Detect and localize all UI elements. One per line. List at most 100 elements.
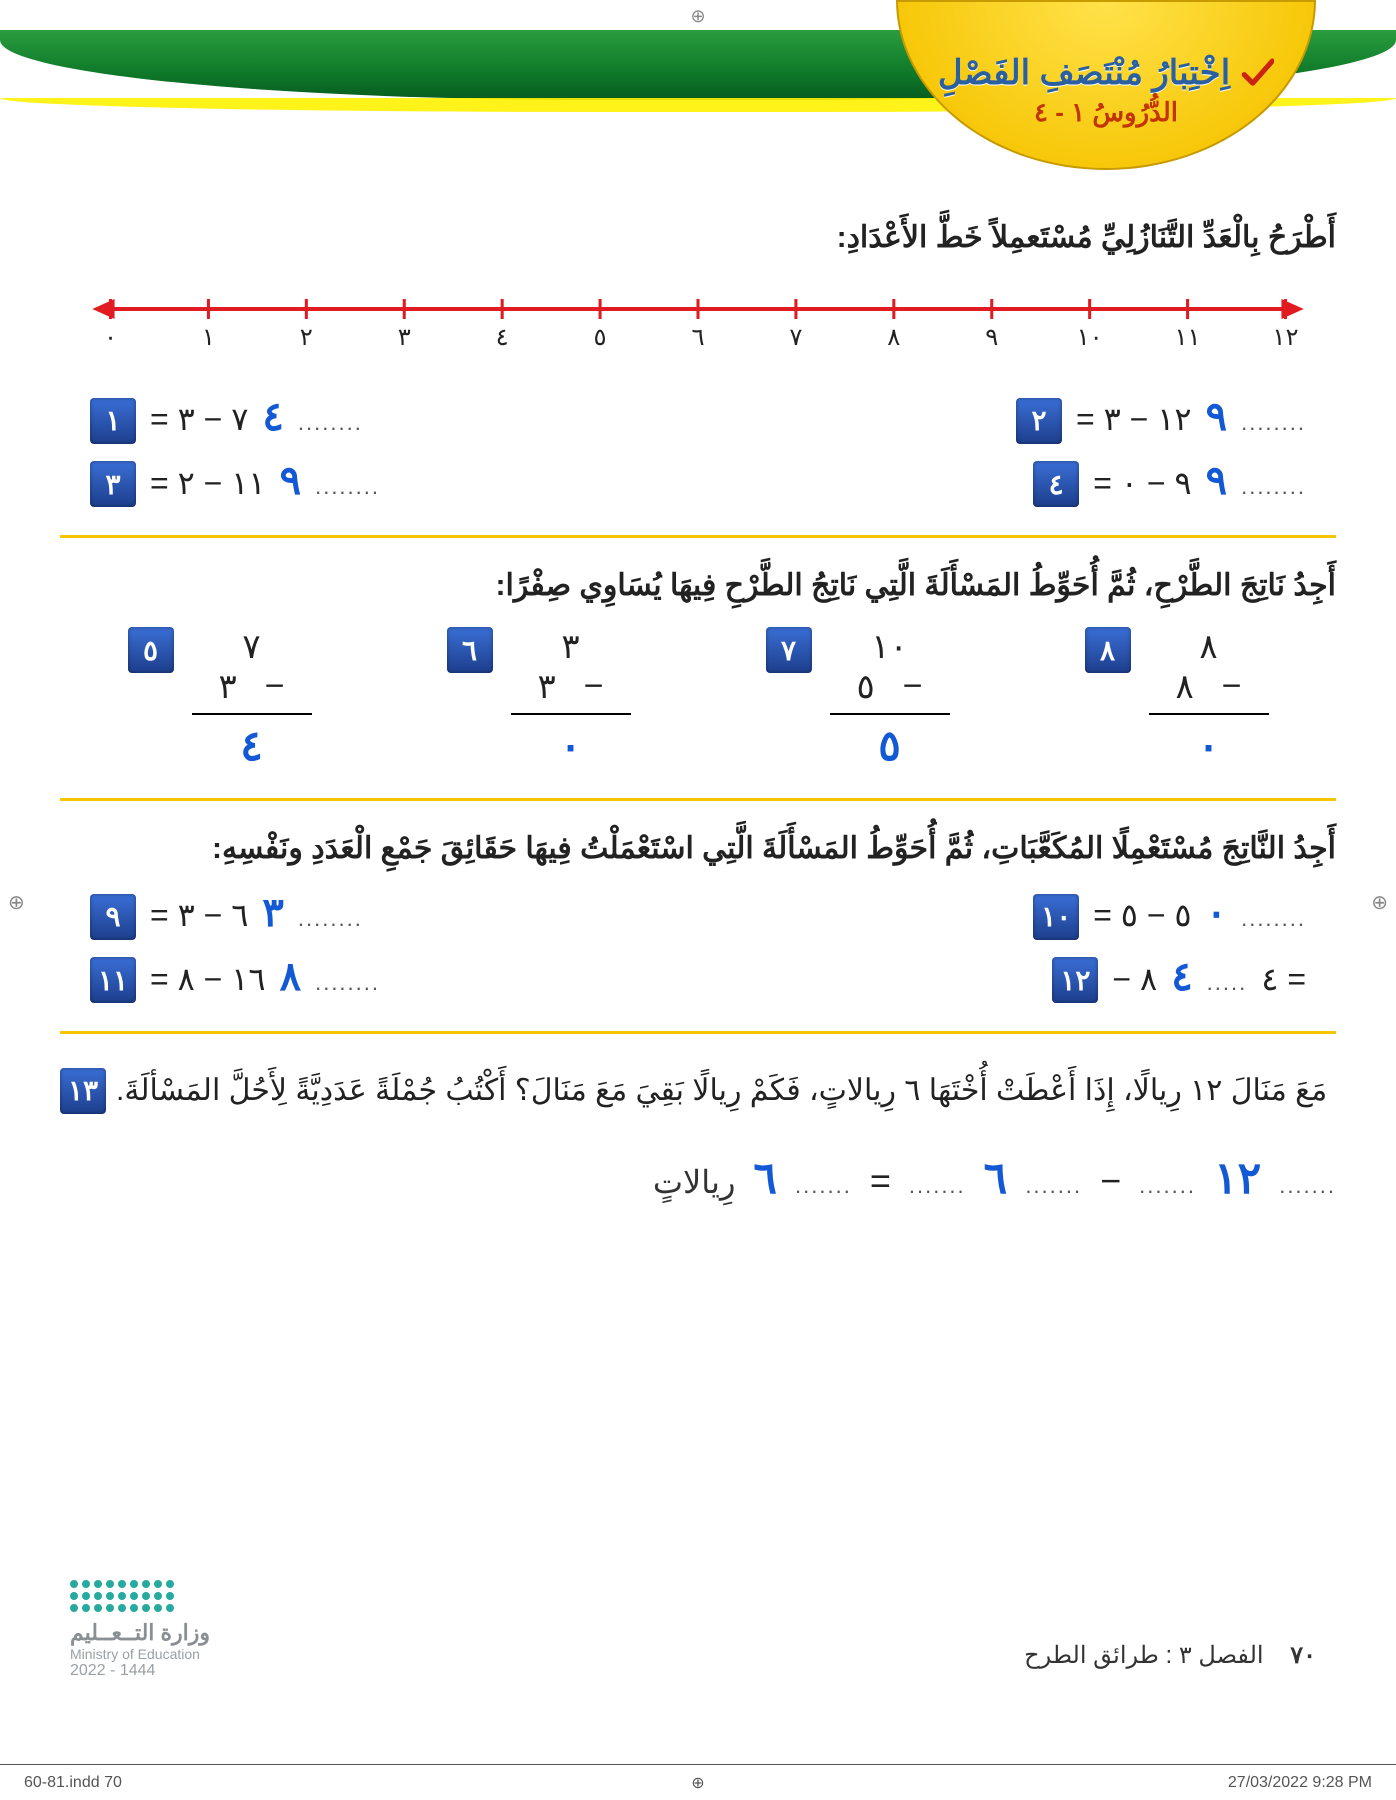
vproblem-7: ٧ ١٠ ٥− ٥ [766, 627, 950, 770]
section2-instruction: أَجِدُ نَاتِجَ الطَّرْحِ، ثُمَّ أُحَوِّط… [60, 568, 1336, 603]
problem-expr-prefix: ٨ − [1112, 960, 1157, 998]
minuend: ٣ [561, 627, 579, 667]
vproblem-6: ٦ ٣ ٣− ٠ [447, 627, 631, 770]
separator [60, 1031, 1336, 1034]
v-answer: ٥ [878, 721, 901, 770]
registration-mark-bottom: ⊕ [691, 1773, 704, 1793]
checkmark-icon [1240, 56, 1274, 90]
registration-mark-left: ⊕ [8, 890, 25, 915]
s3-row1: ٩ ٦ − ٣ = ٣ ........ ١٠ ٥ − ٥ = ٠ ......… [90, 890, 1306, 940]
page-number: ٧٠ [1290, 1642, 1316, 1669]
svg-text:٨: ٨ [887, 324, 900, 351]
problem-expr: ١٢ − ٣ = [1076, 400, 1192, 438]
answer-dots: ........ [1241, 410, 1306, 436]
v-answer: ٠ [1197, 721, 1220, 770]
problem-3: ٣ ١١ − ٢ = ٩ ........ [90, 458, 380, 508]
answer-dots: ........ [315, 970, 380, 996]
wp-eq: = [870, 1147, 891, 1215]
ministry-logo-block: وزارة التــعــليم Ministry of Education … [70, 1580, 210, 1680]
section3-instruction: أَجِدُ النَّاتِجَ مُسْتَعْمِلًا المُكَعَ… [60, 831, 1336, 866]
vcol: ٨ ٨− ٠ [1149, 627, 1269, 770]
svg-text:١٠: ١٠ [1077, 324, 1103, 351]
ministry-year: 2022 - 1444 [70, 1662, 210, 1680]
vproblem-5: ٥ ٧ ٣− ٤ [128, 627, 312, 770]
s1-row2: ٣ ١١ − ٢ = ٩ ........ ٤ ٩ − ٠ = ٩ ......… [90, 458, 1306, 508]
problem-10: ١٠ ٥ − ٥ = ٠ ........ [1033, 890, 1306, 940]
section1-instruction: أَطْرَحُ بِالْعَدِّ التَّنَازُلِيِّ مُسْ… [60, 220, 1336, 255]
wp-a: ١٢ [1214, 1137, 1261, 1221]
problem-number: ٧ [766, 627, 812, 673]
badge-title: اِخْتِبَارُ مُنْتَصَفِ الفَصْلِ [938, 53, 1230, 93]
wp-op: − [1100, 1147, 1121, 1215]
wp-unit: رِيالاتٍ [653, 1152, 735, 1213]
vproblem-8: ٨ ٨ ٨− ٠ [1085, 627, 1269, 770]
problem-answer: ٩ [1206, 394, 1227, 440]
problem-answer: ٩ [280, 458, 301, 504]
svg-text:٢: ٢ [300, 324, 313, 351]
problem-number: ٢ [1016, 398, 1062, 444]
word-problem-equation: ....... ١٢ ....... − ....... ٦ ....... =… [60, 1137, 1336, 1221]
word-problem-text: مَعَ مَنَالَ ١٢ رِيالًا، إِذَا أَعْطَتْ … [116, 1062, 1327, 1119]
answer-dots: ........ [315, 474, 380, 500]
s1-row1: ١ ٧ − ٣ = ٤ ........ ٢ ١٢ − ٣ = ٩ ......… [90, 394, 1306, 444]
problem-answer: ٠ [1206, 890, 1227, 936]
wp-c: ٦ [753, 1137, 777, 1221]
chapter-title: الفصل ٣ : طرائق الطرح [1024, 1642, 1263, 1669]
vcol: ٧ ٣− ٤ [192, 627, 312, 770]
badge-subtitle: الدُّرُوسُ ١ - ٤ [1034, 97, 1178, 128]
vertical-set: ٥ ٧ ٣− ٤ ٦ ٣ ٣− ٠ ٧ ١٠ ٥− ٥ [60, 627, 1336, 770]
minuend: ١٠ [871, 627, 908, 667]
problem-expr: ٥ − ٥ = [1093, 896, 1191, 934]
svg-text:١: ١ [202, 324, 215, 351]
svg-text:١٢: ١٢ [1272, 324, 1298, 351]
svg-text:٩: ٩ [985, 324, 998, 351]
problem-number: ١٣ [60, 1068, 106, 1114]
problem-expr: ١١ − ٢ = [150, 464, 266, 502]
s3-row2: ١١ ١٦ − ٨ = ٨ ........ ١٢ ٨ − ٤ ..... = … [90, 954, 1306, 1004]
problem-number: ٥ [128, 627, 174, 673]
rule-line [511, 713, 631, 715]
ministry-en: Ministry of Education [70, 1646, 210, 1662]
word-problem: ١٣ مَعَ مَنَالَ ١٢ رِيالًا، إِذَا أَعْطَ… [60, 1062, 1336, 1221]
minuend: ٨ [1199, 627, 1217, 667]
problem-expr-suffix: = ٤ [1261, 960, 1306, 998]
vcol: ١٠ ٥− ٥ [830, 627, 950, 770]
svg-text:٤: ٤ [496, 324, 509, 351]
vcol: ٣ ٣− ٠ [511, 627, 631, 770]
problem-expr: ١٦ − ٨ = [150, 960, 266, 998]
problem-12: ١٢ ٨ − ٤ ..... = ٤ [1052, 954, 1306, 1004]
problem-number: ٣ [90, 461, 136, 507]
subtrahend: ٨ [1175, 667, 1193, 707]
problem-answer: ٤ [262, 394, 283, 440]
problem-11: ١١ ١٦ − ٨ = ٨ ........ [90, 954, 380, 1004]
problem-answer: ٣ [262, 890, 283, 936]
svg-text:٦: ٦ [691, 324, 704, 351]
problem-expr: ٧ − ٣ = [150, 400, 248, 438]
svg-text:٧: ٧ [789, 324, 802, 351]
problem-2: ٢ ١٢ − ٣ = ٩ ........ [1016, 394, 1306, 444]
rule-line [192, 713, 312, 715]
answer-dots: ........ [1241, 474, 1306, 500]
subtrahend: ٥ [856, 667, 874, 707]
print-right: 27/03/2022 9:28 PM [1228, 1774, 1372, 1792]
header-band: اِخْتِبَارُ مُنْتَصَفِ الفَصْلِ الدُّرُو… [0, 0, 1396, 180]
answer-dots: ........ [298, 906, 363, 932]
separator [60, 535, 1336, 538]
minuend: ٧ [242, 627, 260, 667]
svg-text:١١: ١١ [1175, 324, 1201, 351]
v-answer: ٠ [559, 721, 582, 770]
chapter-badge: اِخْتِبَارُ مُنْتَصَفِ الفَصْلِ الدُّرُو… [896, 0, 1316, 170]
page: ⊕ ⊕ ⊕ اِخْتِبَارُ مُنْتَصَفِ الفَصْلِ ال… [0, 0, 1396, 1800]
ministry-ar: وزارة التــعــليم [70, 1620, 210, 1646]
problem-number: ١٠ [1033, 894, 1079, 940]
problem-answer: ٩ [1206, 458, 1227, 504]
problem-answer: ٤ [1171, 954, 1192, 1000]
problem-1: ١ ٧ − ٣ = ٤ ........ [90, 394, 363, 444]
problem-expr: ٩ − ٠ = [1093, 464, 1191, 502]
problem-number: ١١ [90, 957, 136, 1003]
rule-line [1149, 713, 1269, 715]
print-strip: 60-81.indd 70 ⊕ 27/03/2022 9:28 PM [0, 1764, 1396, 1800]
rule-line [830, 713, 950, 715]
svg-text:٥: ٥ [594, 324, 607, 351]
answer-dots: ........ [298, 410, 363, 436]
